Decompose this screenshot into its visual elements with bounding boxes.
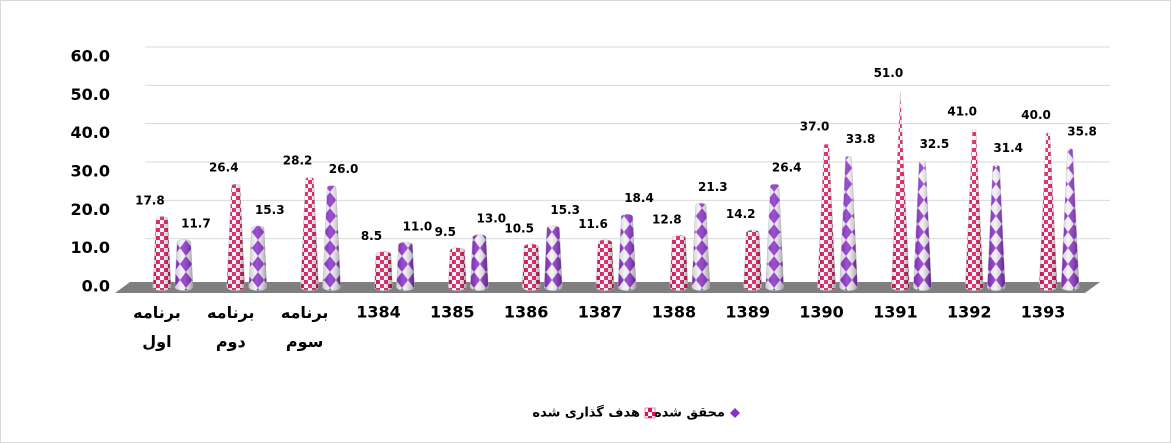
value-label: 17.8 [135, 193, 165, 207]
value-label: 11.7 [181, 217, 211, 231]
bar-shade [596, 239, 614, 291]
y-tick-label: 10.0 [71, 238, 110, 257]
bar-shade [448, 247, 467, 291]
value-label: 11.0 [403, 219, 433, 233]
value-label: 11.6 [578, 217, 608, 231]
value-label: 12.8 [652, 212, 682, 226]
value-label: 26.0 [329, 162, 359, 176]
x-tick-label: 1387 [578, 303, 623, 322]
bar-shade [248, 225, 267, 291]
bar-shade [226, 184, 245, 291]
x-tick-label: 1386 [504, 303, 549, 322]
bar-shade [544, 225, 563, 291]
value-label: 26.4 [209, 160, 239, 174]
x-tick-label: 1388 [652, 303, 697, 322]
bar-shade [300, 177, 319, 291]
x-tick-label: 1391 [873, 303, 918, 322]
value-label: 28.2 [283, 153, 313, 167]
value-label: 9.5 [435, 225, 456, 239]
value-label: 18.4 [624, 191, 654, 205]
value-label: 8.5 [361, 229, 382, 243]
value-label: 33.8 [846, 132, 876, 146]
x-tick-label: 1384 [356, 303, 401, 322]
value-label: 21.3 [698, 180, 728, 194]
y-tick-label: 60.0 [71, 47, 110, 66]
x-tick-label: برنامه اول [133, 303, 181, 351]
y-tick-label: 50.0 [71, 85, 110, 104]
bar-shade [817, 144, 836, 291]
bar-shade [1061, 148, 1080, 291]
value-label: 37.0 [800, 120, 830, 134]
bar-shade [987, 165, 1006, 291]
legend-label: هدف گذاری شده [532, 405, 640, 421]
value-label: 41.0 [947, 104, 977, 118]
y-tick-label: 40.0 [71, 123, 110, 142]
x-tick-label: 1389 [725, 303, 770, 322]
value-label: 15.3 [550, 203, 580, 217]
x-tick-label: 1390 [799, 303, 844, 322]
bar-shade [618, 214, 636, 291]
x-tick-label: برنامه دوم [207, 303, 255, 351]
bar-shade [891, 91, 910, 291]
bar-shade [913, 161, 932, 291]
value-label: 51.0 [874, 66, 904, 80]
value-label: 35.8 [1067, 124, 1097, 138]
value-label: 32.5 [920, 137, 950, 151]
bar-shade [765, 184, 784, 291]
y-tick-label: 30.0 [71, 162, 110, 181]
legend-swatch [644, 407, 656, 419]
value-label: 10.5 [504, 221, 534, 235]
x-tick-label: 1393 [1021, 303, 1066, 322]
y-tick-label: 0.0 [82, 277, 110, 296]
value-label: 13.0 [477, 212, 507, 226]
bar-shade [322, 185, 341, 291]
y-tick-label: 20.0 [71, 200, 110, 219]
bar-shade [839, 156, 858, 291]
bar-shade [669, 235, 688, 291]
bar-shade [522, 243, 541, 291]
bar-shade [470, 234, 489, 291]
x-tick-label: 1385 [430, 303, 475, 322]
bar-shade [965, 129, 984, 291]
bar-shade [152, 216, 171, 291]
value-label: 15.3 [255, 203, 285, 217]
x-tick-label: برنامه سوم [281, 303, 329, 351]
legend-swatch [730, 408, 740, 418]
value-label: 26.4 [772, 160, 802, 174]
bar-shade [374, 251, 393, 291]
bar-shade [743, 229, 762, 291]
bar-shade [174, 239, 193, 291]
bar-shade [396, 242, 415, 291]
legend-label: محقق شده [654, 406, 725, 421]
value-label: 31.4 [993, 141, 1023, 155]
value-label: 40.0 [1021, 108, 1051, 122]
bar-shade [1039, 132, 1058, 291]
x-tick-label: 1392 [947, 303, 992, 322]
value-label: 14.2 [726, 207, 756, 221]
bar-shade [691, 203, 710, 291]
